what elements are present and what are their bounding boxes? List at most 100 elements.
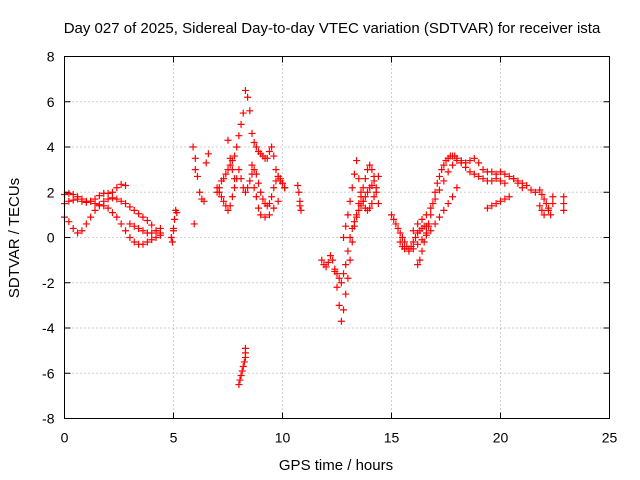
data-point — [122, 181, 130, 189]
data-point — [108, 194, 116, 202]
data-point — [152, 234, 160, 241]
x-tick-label: 15 — [384, 430, 400, 446]
data-point — [189, 143, 197, 151]
data-point — [440, 177, 448, 185]
data-point — [479, 175, 487, 183]
data-point — [104, 195, 112, 203]
data-point — [250, 184, 258, 192]
data-point — [433, 179, 441, 187]
data-point — [348, 184, 356, 192]
data-point — [255, 204, 263, 212]
data-point — [394, 224, 402, 232]
data-point — [130, 222, 138, 230]
data-point — [126, 234, 134, 241]
data-point — [248, 129, 256, 137]
data-point — [560, 206, 568, 214]
series-arc9 — [224, 136, 282, 221]
data-point — [113, 213, 121, 221]
data-point — [414, 240, 422, 248]
data-point — [228, 193, 236, 201]
data-point — [213, 184, 221, 192]
data-point — [257, 188, 265, 196]
data-point — [226, 202, 234, 210]
data-point — [346, 234, 354, 241]
y-tick-label: 4 — [47, 139, 55, 155]
data-point — [427, 204, 435, 212]
data-point — [390, 215, 398, 223]
data-point — [272, 166, 280, 174]
data-point — [324, 258, 332, 266]
data-point — [364, 188, 372, 196]
data-point — [514, 177, 522, 185]
data-point — [236, 376, 244, 384]
data-point — [348, 224, 356, 232]
data-point — [69, 224, 77, 232]
data-point — [355, 175, 363, 183]
data-point — [409, 245, 417, 253]
data-point — [265, 200, 273, 208]
data-point — [200, 197, 208, 205]
data-point — [340, 234, 348, 241]
data-point — [418, 215, 426, 223]
x-tick-labels: 0 5 10 15 20 25 — [61, 430, 618, 446]
data-point — [191, 154, 199, 162]
data-point — [246, 177, 254, 185]
series-arc13 — [331, 177, 378, 287]
data-point — [368, 181, 376, 189]
data-point — [318, 256, 326, 264]
data-point — [100, 197, 108, 205]
data-point — [231, 152, 239, 160]
data-point — [342, 290, 350, 298]
data-point — [497, 177, 504, 185]
data-point — [95, 202, 103, 210]
data-point — [130, 206, 138, 214]
data-point — [240, 358, 248, 366]
data-point — [501, 179, 509, 187]
data-point — [344, 274, 352, 282]
data-point — [237, 175, 245, 183]
data-point — [346, 197, 354, 205]
data-point — [344, 247, 352, 255]
data-point — [167, 234, 175, 241]
series-arc18 — [414, 184, 461, 248]
data-point — [270, 184, 278, 192]
x-tick-label: 25 — [602, 430, 618, 446]
data-point — [560, 193, 568, 201]
data-point — [527, 186, 535, 194]
data-point — [117, 220, 125, 228]
data-point — [220, 175, 228, 183]
data-point — [331, 265, 339, 273]
data-point — [449, 161, 457, 169]
data-point — [335, 274, 343, 282]
data-point — [152, 227, 160, 235]
data-point — [139, 227, 147, 235]
data-point — [337, 317, 345, 325]
series-arc4 — [126, 220, 164, 237]
data-point — [453, 157, 461, 165]
data-point — [337, 279, 345, 287]
data-point — [250, 138, 258, 146]
data-point — [261, 213, 269, 221]
data-point — [244, 184, 252, 192]
data-point — [431, 195, 439, 203]
data-point — [270, 204, 278, 212]
data-point — [429, 200, 437, 208]
data-point — [333, 270, 341, 278]
series-arc5 — [167, 206, 181, 246]
data-point — [411, 234, 419, 241]
series-arc2 — [61, 195, 164, 248]
data-point — [357, 202, 365, 210]
data-point — [440, 161, 448, 169]
data-point — [366, 204, 374, 212]
data-point — [523, 181, 531, 189]
data-point — [409, 238, 417, 246]
data-point — [547, 211, 555, 219]
data-point — [370, 177, 378, 185]
data-point — [431, 188, 439, 196]
data-point — [241, 188, 249, 196]
data-point — [475, 159, 483, 167]
data-point — [418, 236, 426, 244]
data-point — [168, 238, 176, 246]
data-point — [135, 210, 143, 218]
